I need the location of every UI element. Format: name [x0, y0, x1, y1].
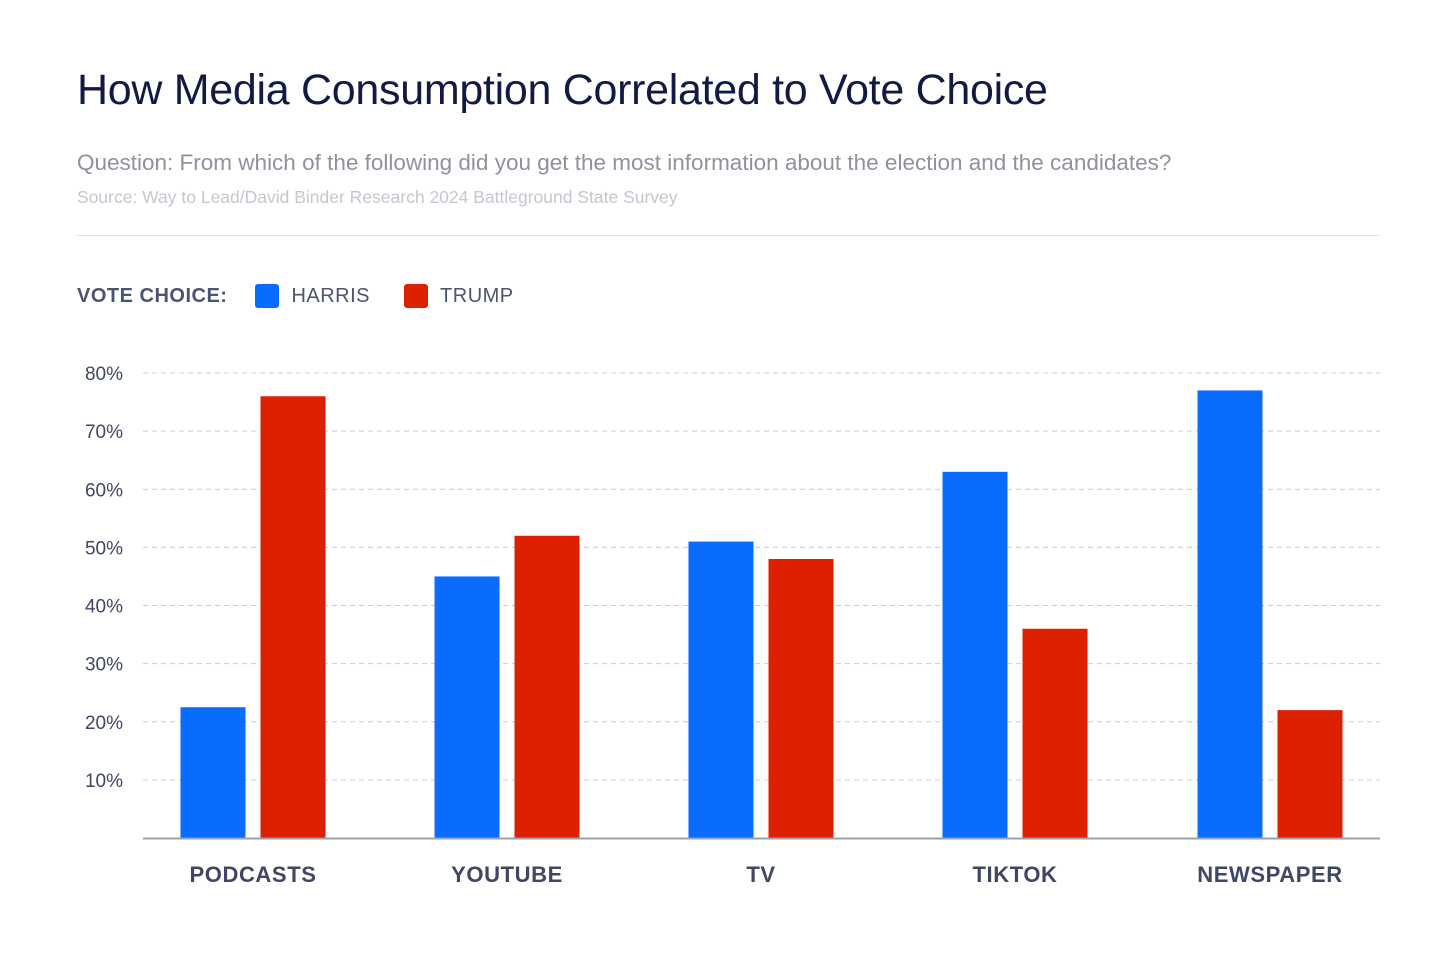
y-tick-label: 70% — [85, 422, 123, 443]
x-category-label: YOUTUBE — [451, 862, 563, 887]
legend: VOTE CHOICE: HARRIS TRUMP — [77, 282, 548, 310]
legend-swatch-trump — [404, 284, 429, 308]
bar-harris-newspaper — [1197, 390, 1263, 838]
legend-item-harris: HARRIS — [255, 284, 370, 308]
y-tick-label: 80% — [85, 364, 123, 385]
legend-swatch-harris — [255, 284, 280, 308]
legend-title: VOTE CHOICE: — [77, 284, 228, 307]
legend-label-trump: TRUMP — [440, 284, 514, 307]
bar-trump-tv — [768, 559, 834, 838]
source-note: Source: Way to Lead/David Binder Researc… — [77, 187, 678, 207]
legend-label-harris: HARRIS — [291, 284, 371, 307]
bar-harris-youtube — [434, 576, 500, 838]
x-category-label: TV — [746, 862, 775, 887]
chart-title: How Media Consumption Correlated to Vote… — [77, 66, 1048, 114]
x-category-label: TIKTOK — [972, 862, 1057, 887]
bar-trump-newspaper — [1277, 710, 1343, 838]
legend-item-trump: TRUMP — [404, 284, 514, 308]
bar-harris-tiktok — [942, 471, 1008, 838]
survey-question: Question: From which of the following di… — [77, 150, 1172, 175]
bar-trump-podcasts — [260, 396, 326, 838]
bar-harris-tv — [688, 541, 754, 838]
bar-trump-tiktok — [1022, 628, 1088, 838]
x-category-label: PODCASTS — [189, 862, 316, 887]
y-tick-label: 10% — [85, 771, 123, 792]
y-tick-label: 60% — [85, 480, 123, 501]
y-tick-label: 50% — [85, 538, 123, 559]
y-tick-label: 40% — [85, 597, 123, 618]
y-tick-label: 20% — [85, 713, 123, 734]
bar-trump-youtube — [514, 535, 580, 838]
x-category-label: NEWSPAPER — [1197, 862, 1343, 887]
bar-harris-podcasts — [180, 707, 246, 838]
divider — [77, 235, 1380, 236]
y-tick-label: 30% — [85, 655, 123, 676]
